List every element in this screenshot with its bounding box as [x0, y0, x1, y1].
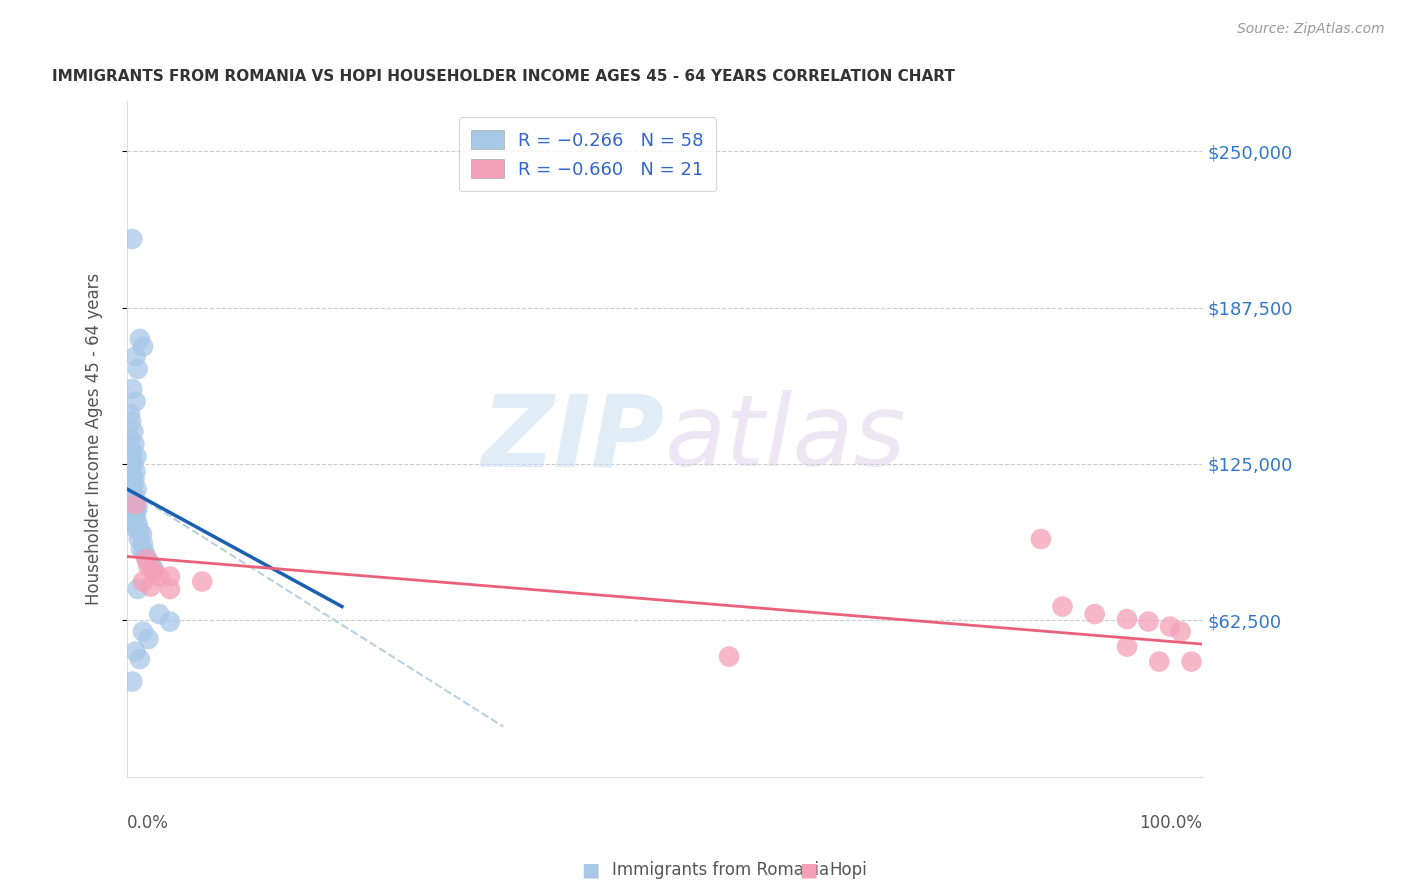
- Point: [132, 574, 155, 589]
- Point: [124, 394, 146, 409]
- Point: [121, 469, 143, 483]
- Text: Hopi: Hopi: [830, 861, 868, 879]
- Point: [127, 500, 149, 514]
- Point: [134, 544, 156, 558]
- Point: [132, 537, 155, 551]
- Point: [148, 569, 170, 583]
- Point: [191, 574, 214, 589]
- Point: [121, 484, 143, 499]
- Point: [135, 549, 157, 564]
- Text: ZIP: ZIP: [482, 391, 665, 488]
- Point: [120, 432, 142, 446]
- Point: [127, 362, 149, 376]
- Text: Immigrants from Romania: Immigrants from Romania: [612, 861, 828, 879]
- Point: [1084, 607, 1107, 621]
- Point: [124, 490, 146, 504]
- Point: [124, 350, 146, 364]
- Point: [142, 562, 165, 576]
- Y-axis label: Householder Income Ages 45 - 64 years: Householder Income Ages 45 - 64 years: [86, 273, 103, 605]
- Point: [127, 582, 149, 596]
- Point: [1147, 655, 1170, 669]
- Point: [121, 507, 143, 521]
- Text: IMMIGRANTS FROM ROMANIA VS HOPI HOUSEHOLDER INCOME AGES 45 - 64 YEARS CORRELATIO: IMMIGRANTS FROM ROMANIA VS HOPI HOUSEHOL…: [52, 69, 955, 84]
- Point: [139, 557, 162, 571]
- Point: [128, 532, 150, 546]
- Point: [125, 522, 148, 536]
- Point: [124, 497, 146, 511]
- Point: [1116, 640, 1139, 654]
- Point: [122, 425, 145, 439]
- Point: [131, 527, 153, 541]
- Point: [159, 569, 181, 583]
- Text: 0.0%: 0.0%: [127, 814, 169, 831]
- Point: [122, 477, 145, 491]
- Point: [159, 615, 181, 629]
- Text: Source: ZipAtlas.com: Source: ZipAtlas.com: [1237, 22, 1385, 37]
- Point: [1052, 599, 1074, 614]
- Point: [128, 524, 150, 539]
- Point: [129, 542, 152, 557]
- Point: [124, 472, 146, 486]
- Point: [124, 465, 146, 479]
- Point: [122, 491, 145, 506]
- Point: [138, 555, 160, 569]
- Point: [121, 444, 143, 458]
- Point: [124, 502, 146, 516]
- Point: [718, 649, 741, 664]
- Point: [120, 415, 142, 429]
- Text: ■: ■: [581, 860, 600, 880]
- Point: [124, 644, 146, 658]
- Point: [139, 580, 162, 594]
- Point: [120, 462, 142, 476]
- Point: [124, 497, 146, 511]
- Text: ■: ■: [799, 860, 818, 880]
- Point: [1029, 532, 1052, 546]
- Point: [128, 332, 150, 346]
- Point: [132, 624, 155, 639]
- Legend: R = −0.266   N = 58, R = −0.660   N = 21: R = −0.266 N = 58, R = −0.660 N = 21: [458, 117, 716, 191]
- Point: [142, 565, 165, 579]
- Point: [120, 407, 142, 421]
- Point: [128, 652, 150, 666]
- Point: [132, 339, 155, 353]
- Point: [127, 516, 149, 531]
- Point: [138, 632, 160, 646]
- Point: [125, 450, 148, 464]
- Point: [120, 487, 142, 501]
- Point: [120, 509, 142, 524]
- Point: [124, 437, 146, 451]
- Point: [1170, 624, 1192, 639]
- Point: [120, 452, 142, 467]
- Point: [120, 494, 142, 508]
- Point: [148, 607, 170, 621]
- Text: 100.0%: 100.0%: [1139, 814, 1202, 831]
- Point: [124, 512, 146, 526]
- Point: [120, 475, 142, 489]
- Point: [1116, 612, 1139, 626]
- Text: atlas: atlas: [665, 391, 907, 488]
- Point: [125, 482, 148, 496]
- Point: [120, 479, 142, 493]
- Point: [122, 515, 145, 529]
- Point: [159, 582, 181, 596]
- Point: [135, 552, 157, 566]
- Point: [125, 504, 148, 518]
- Point: [122, 457, 145, 471]
- Point: [121, 382, 143, 396]
- Point: [1159, 619, 1181, 633]
- Point: [1137, 615, 1160, 629]
- Point: [138, 559, 160, 574]
- Point: [1180, 655, 1202, 669]
- Point: [124, 519, 146, 533]
- Point: [121, 232, 143, 246]
- Point: [121, 674, 143, 689]
